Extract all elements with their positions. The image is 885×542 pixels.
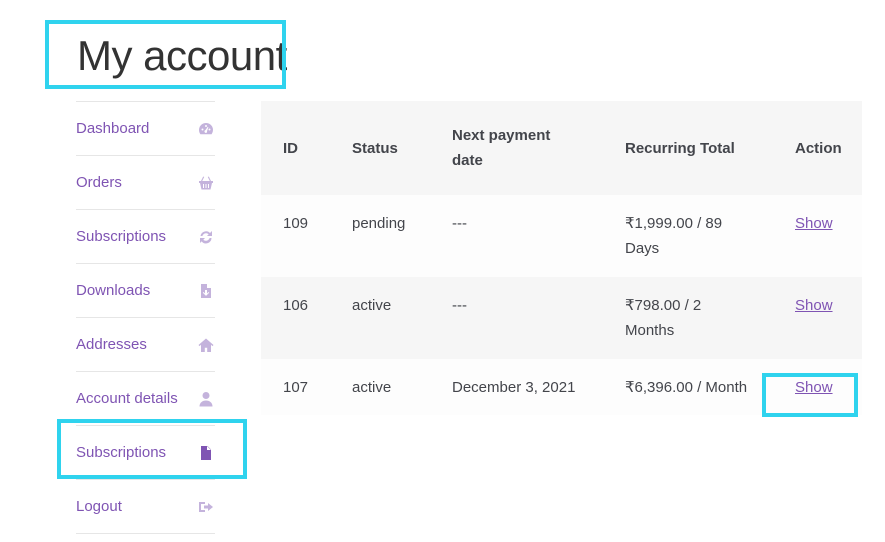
nav-item-label: Dashboard <box>76 120 150 137</box>
header-action: Action <box>773 101 862 195</box>
table-row: 106 active --- ₹798.00 / 2 Months Show <box>261 277 862 359</box>
nav-item-label: Downloads <box>76 282 151 299</box>
cell-id: 109 <box>261 195 330 277</box>
cell-next-payment: December 3, 2021 <box>430 359 603 415</box>
cell-id: 107 <box>261 359 330 415</box>
cell-status: active <box>330 359 430 415</box>
document-icon <box>197 444 215 462</box>
nav-item-label: Subscriptions <box>76 444 167 461</box>
nav-item-dashboard[interactable]: Dashboard <box>76 102 215 156</box>
table-header-row: ID Status Next payment date Recurring To… <box>261 101 862 195</box>
cell-status: pending <box>330 195 430 277</box>
header-next-payment: Next payment date <box>430 101 603 195</box>
table-row: 109 pending --- ₹1,999.00 / 89 Days Show <box>261 195 862 277</box>
cell-recurring-total: ₹6,396.00 / Month <box>603 359 773 415</box>
nav-item-subscriptions[interactable]: Subscriptions <box>76 210 215 264</box>
account-navigation: Dashboard Orders Subscriptions Downloads… <box>76 101 215 534</box>
file-download-icon <box>197 282 215 300</box>
cell-recurring-total: ₹1,999.00 / 89 Days <box>603 195 773 277</box>
refresh-icon <box>197 228 215 246</box>
cell-action: Show <box>773 195 862 277</box>
nav-item-label: Orders <box>76 174 122 191</box>
cell-id: 106 <box>261 277 330 359</box>
nav-item-subscriptions-active[interactable]: Subscriptions <box>76 426 215 480</box>
basket-icon <box>197 174 215 192</box>
table-row: 107 active December 3, 2021 ₹6,396.00 / … <box>261 359 862 415</box>
nav-item-addresses[interactable]: Addresses <box>76 318 215 372</box>
header-id: ID <box>261 101 330 195</box>
cell-action: Show <box>773 277 862 359</box>
show-subscription-link[interactable]: Show <box>795 297 833 314</box>
cell-status: active <box>330 277 430 359</box>
cell-action: Show <box>773 359 862 415</box>
nav-item-orders[interactable]: Orders <box>76 156 215 210</box>
nav-item-label: Logout <box>76 498 122 515</box>
nav-item-downloads[interactable]: Downloads <box>76 264 215 318</box>
nav-item-label: Subscriptions <box>76 228 167 245</box>
home-icon <box>197 336 215 354</box>
cell-recurring-total: ₹798.00 / 2 Months <box>603 277 773 359</box>
page-title: My account <box>77 32 287 79</box>
sign-out-icon <box>197 498 215 516</box>
header-status: Status <box>330 101 430 195</box>
cell-next-payment: --- <box>430 195 603 277</box>
nav-item-account-details[interactable]: Account details <box>76 372 215 426</box>
subscriptions-table: ID Status Next payment date Recurring To… <box>261 101 862 415</box>
nav-item-label: Addresses <box>76 336 147 353</box>
nav-item-label: Account details <box>76 390 178 407</box>
cell-next-payment: --- <box>430 277 603 359</box>
header-recurring-total: Recurring Total <box>603 101 773 195</box>
gauge-icon <box>197 120 215 138</box>
show-subscription-link[interactable]: Show <box>795 379 833 396</box>
user-icon <box>197 390 215 408</box>
nav-item-logout[interactable]: Logout <box>76 480 215 534</box>
show-subscription-link[interactable]: Show <box>795 215 833 232</box>
